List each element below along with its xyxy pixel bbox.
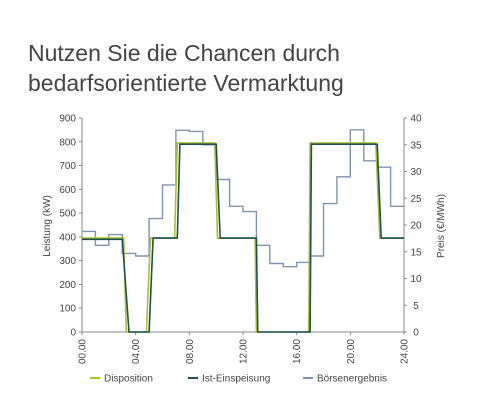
x-tick-label: 24.00: [400, 339, 411, 364]
y2-tick-label: 15: [410, 247, 422, 258]
y2-tick-label: 30: [410, 167, 422, 178]
y2-tick-label: 10: [410, 274, 422, 285]
x-tick-label: 20.00: [346, 339, 357, 364]
legend-label: Ist-Einspeisung: [202, 374, 270, 385]
y-tick-label: 100: [59, 304, 76, 315]
y-tick-label: 200: [59, 280, 76, 291]
y-tick-label: 800: [59, 137, 76, 148]
y-tick-label: 600: [59, 185, 76, 196]
y2-tick-label: 35: [410, 140, 422, 151]
page-title: Nutzen Sie die Chancen durch bedarfsorie…: [28, 38, 468, 98]
y-axis-label: Leistung (kW): [42, 195, 53, 257]
legend-label: Disposition: [104, 374, 153, 385]
y2-tick-label: 40: [410, 114, 422, 125]
y-tick-label: 300: [59, 256, 76, 267]
series-line-1: [82, 143, 404, 333]
series-line-2: [82, 129, 404, 268]
y2-tick-label: 20: [410, 221, 422, 232]
y2-tick-label: 25: [410, 194, 422, 205]
y2-axis-label: Preis (€/MWh): [436, 194, 447, 258]
y2-tick-label: 5: [413, 301, 419, 312]
y-tick-label: 0: [70, 328, 76, 339]
x-tick-label: 16.00: [292, 339, 303, 364]
y2-tick-label: 0: [413, 328, 419, 339]
x-tick-label: 00.00: [78, 339, 89, 364]
x-tick-label: 12.00: [239, 339, 250, 364]
x-tick-label: 08.00: [185, 339, 196, 364]
y-tick-label: 900: [59, 114, 76, 125]
title-line-1: Nutzen Sie die Chancen durch: [28, 40, 340, 66]
y-tick-label: 400: [59, 232, 76, 243]
legend-label: Börsenergebnis: [317, 374, 387, 385]
y-tick-label: 500: [59, 209, 76, 220]
x-tick-label: 04.00: [131, 339, 142, 364]
y-tick-label: 700: [59, 161, 76, 172]
title-line-2: bedarfsorientierte Vermarktung: [28, 70, 344, 96]
